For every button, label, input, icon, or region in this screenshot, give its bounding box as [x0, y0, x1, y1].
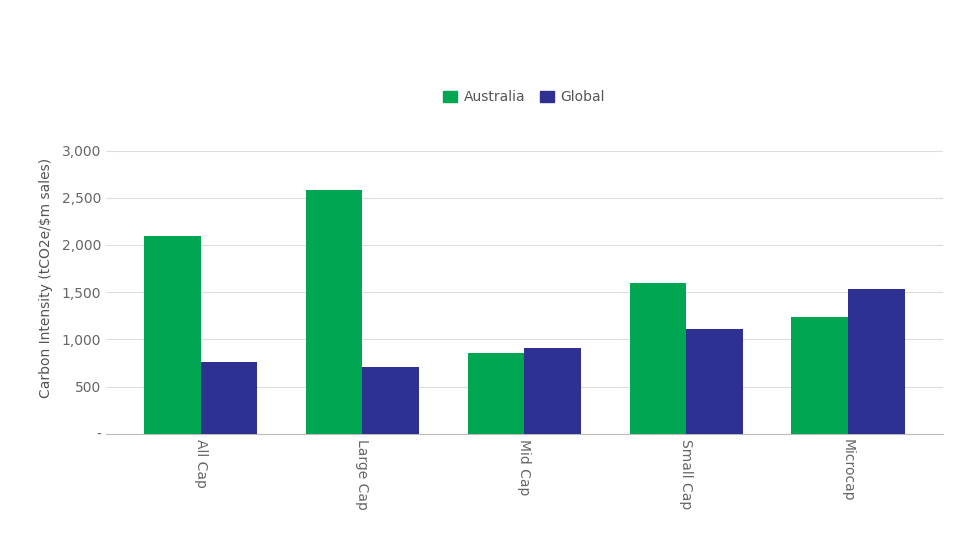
Bar — [362, 367, 419, 434]
Bar — [848, 289, 903, 434]
Bar — [685, 329, 742, 434]
Bar — [791, 317, 848, 434]
Bar — [144, 236, 200, 434]
Text: Carbon emissions by Equity Market Capitalisation (as at Feb 2024): Carbon emissions by Equity Market Capita… — [14, 26, 850, 46]
Bar — [467, 354, 524, 434]
Bar — [628, 282, 685, 434]
Bar — [200, 362, 257, 434]
Legend: Australia, Global: Australia, Global — [439, 86, 608, 108]
Bar — [306, 190, 362, 434]
Bar — [524, 348, 580, 434]
Y-axis label: Carbon Intensity (tCO2e/$m sales): Carbon Intensity (tCO2e/$m sales) — [39, 158, 53, 398]
